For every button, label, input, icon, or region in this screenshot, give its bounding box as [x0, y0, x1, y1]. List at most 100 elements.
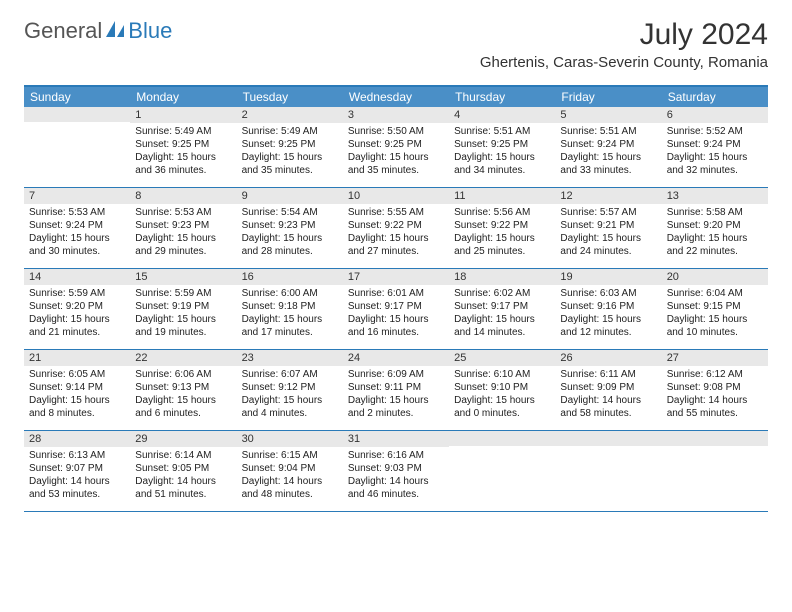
- day-cell: 28Sunrise: 6:13 AMSunset: 9:07 PMDayligh…: [24, 431, 130, 511]
- day-cell: 20Sunrise: 6:04 AMSunset: 9:15 PMDayligh…: [662, 269, 768, 349]
- day-number: 26: [555, 350, 661, 366]
- daylight-text: Daylight: 15 hours and 24 minutes.: [560, 232, 656, 258]
- day-cell: 4Sunrise: 5:51 AMSunset: 9:25 PMDaylight…: [449, 107, 555, 187]
- sunset-text: Sunset: 9:20 PM: [29, 300, 125, 313]
- day-number: 29: [130, 431, 236, 447]
- day-number: 10: [343, 188, 449, 204]
- day-cell: 5Sunrise: 5:51 AMSunset: 9:24 PMDaylight…: [555, 107, 661, 187]
- daylight-text: Daylight: 15 hours and 22 minutes.: [667, 232, 763, 258]
- sunrise-text: Sunrise: 6:02 AM: [454, 287, 550, 300]
- day-number: 2: [237, 107, 343, 123]
- day-body: Sunrise: 6:05 AMSunset: 9:14 PMDaylight:…: [24, 366, 130, 424]
- week-row: 14Sunrise: 5:59 AMSunset: 9:20 PMDayligh…: [24, 269, 768, 350]
- day-body: Sunrise: 6:16 AMSunset: 9:03 PMDaylight:…: [343, 447, 449, 505]
- sunrise-text: Sunrise: 6:07 AM: [242, 368, 338, 381]
- day-number: 14: [24, 269, 130, 285]
- sunset-text: Sunset: 9:10 PM: [454, 381, 550, 394]
- day-number: 22: [130, 350, 236, 366]
- day-body: Sunrise: 6:06 AMSunset: 9:13 PMDaylight:…: [130, 366, 236, 424]
- day-cell: 14Sunrise: 5:59 AMSunset: 9:20 PMDayligh…: [24, 269, 130, 349]
- day-number: 3: [343, 107, 449, 123]
- title-block: July 2024 Ghertenis, Caras-Severin Count…: [480, 18, 768, 71]
- dow-tuesday: Tuesday: [237, 87, 343, 107]
- day-number: 12: [555, 188, 661, 204]
- day-number: 30: [237, 431, 343, 447]
- day-body: Sunrise: 5:53 AMSunset: 9:23 PMDaylight:…: [130, 204, 236, 262]
- week-row: 21Sunrise: 6:05 AMSunset: 9:14 PMDayligh…: [24, 350, 768, 431]
- day-body: Sunrise: 5:54 AMSunset: 9:23 PMDaylight:…: [237, 204, 343, 262]
- daylight-text: Daylight: 15 hours and 35 minutes.: [242, 151, 338, 177]
- daylight-text: Daylight: 15 hours and 36 minutes.: [135, 151, 231, 177]
- daylight-text: Daylight: 15 hours and 17 minutes.: [242, 313, 338, 339]
- dow-row: Sunday Monday Tuesday Wednesday Thursday…: [24, 87, 768, 107]
- day-body: Sunrise: 6:13 AMSunset: 9:07 PMDaylight:…: [24, 447, 130, 505]
- day-number: 18: [449, 269, 555, 285]
- dow-sunday: Sunday: [24, 87, 130, 107]
- daylight-text: Daylight: 14 hours and 51 minutes.: [135, 475, 231, 501]
- day-number: 19: [555, 269, 661, 285]
- day-body: Sunrise: 5:53 AMSunset: 9:24 PMDaylight:…: [24, 204, 130, 262]
- daylight-text: Daylight: 15 hours and 12 minutes.: [560, 313, 656, 339]
- day-body: Sunrise: 6:03 AMSunset: 9:16 PMDaylight:…: [555, 285, 661, 343]
- sunrise-text: Sunrise: 5:57 AM: [560, 206, 656, 219]
- day-cell: 25Sunrise: 6:10 AMSunset: 9:10 PMDayligh…: [449, 350, 555, 430]
- sunset-text: Sunset: 9:19 PM: [135, 300, 231, 313]
- day-cell: 23Sunrise: 6:07 AMSunset: 9:12 PMDayligh…: [237, 350, 343, 430]
- day-body: Sunrise: 6:10 AMSunset: 9:10 PMDaylight:…: [449, 366, 555, 424]
- day-cell: 7Sunrise: 5:53 AMSunset: 9:24 PMDaylight…: [24, 188, 130, 268]
- week-row: 28Sunrise: 6:13 AMSunset: 9:07 PMDayligh…: [24, 431, 768, 512]
- day-body: Sunrise: 5:52 AMSunset: 9:24 PMDaylight:…: [662, 123, 768, 181]
- day-number: 17: [343, 269, 449, 285]
- sunrise-text: Sunrise: 6:13 AM: [29, 449, 125, 462]
- day-cell: [24, 107, 130, 187]
- daylight-text: Daylight: 15 hours and 14 minutes.: [454, 313, 550, 339]
- day-cell: [555, 431, 661, 511]
- daylight-text: Daylight: 15 hours and 21 minutes.: [29, 313, 125, 339]
- sunset-text: Sunset: 9:24 PM: [29, 219, 125, 232]
- day-cell: 2 Sunrise: 5:49 AMSunset: 9:25 PMDaylight…: [237, 107, 343, 187]
- logo: General Blue: [24, 18, 172, 44]
- day-number: 23: [237, 350, 343, 366]
- day-body: Sunrise: 6:12 AMSunset: 9:08 PMDaylight:…: [662, 366, 768, 424]
- sunrise-text: Sunrise: 6:10 AM: [454, 368, 550, 381]
- day-cell: 9Sunrise: 5:54 AMSunset: 9:23 PMDaylight…: [237, 188, 343, 268]
- day-cell: 16Sunrise: 6:00 AMSunset: 9:18 PMDayligh…: [237, 269, 343, 349]
- day-number: 1: [130, 107, 236, 123]
- header: General Blue July 2024 Ghertenis, Caras-…: [0, 0, 792, 75]
- day-cell: 1Sunrise: 5:49 AMSunset: 9:25 PMDaylight…: [130, 107, 236, 187]
- dow-monday: Monday: [130, 87, 236, 107]
- day-number: [24, 107, 130, 122]
- day-number: 11: [449, 188, 555, 204]
- sunset-text: Sunset: 9:25 PM: [242, 138, 338, 151]
- logo-sail-icon: [104, 19, 126, 44]
- day-number: [555, 431, 661, 446]
- daylight-text: Daylight: 15 hours and 28 minutes.: [242, 232, 338, 258]
- sunrise-text: Sunrise: 5:58 AM: [667, 206, 763, 219]
- day-cell: 15Sunrise: 5:59 AMSunset: 9:19 PMDayligh…: [130, 269, 236, 349]
- day-number: 4: [449, 107, 555, 123]
- daylight-text: Daylight: 15 hours and 32 minutes.: [667, 151, 763, 177]
- daylight-text: Daylight: 15 hours and 33 minutes.: [560, 151, 656, 177]
- day-number: 27: [662, 350, 768, 366]
- dow-saturday: Saturday: [662, 87, 768, 107]
- day-number: 20: [662, 269, 768, 285]
- day-cell: [449, 431, 555, 511]
- daylight-text: Daylight: 14 hours and 48 minutes.: [242, 475, 338, 501]
- day-body: Sunrise: 5:59 AMSunset: 9:19 PMDaylight:…: [130, 285, 236, 343]
- day-number: 28: [24, 431, 130, 447]
- daylight-text: Daylight: 15 hours and 8 minutes.: [29, 394, 125, 420]
- day-body: Sunrise: 6:00 AMSunset: 9:18 PMDaylight:…: [237, 285, 343, 343]
- sunrise-text: Sunrise: 5:49 AM: [242, 125, 338, 138]
- daylight-text: Daylight: 15 hours and 6 minutes.: [135, 394, 231, 420]
- sunrise-text: Sunrise: 6:00 AM: [242, 287, 338, 300]
- sunset-text: Sunset: 9:24 PM: [667, 138, 763, 151]
- day-cell: 30Sunrise: 6:15 AMSunset: 9:04 PMDayligh…: [237, 431, 343, 511]
- day-number: 21: [24, 350, 130, 366]
- sunrise-text: Sunrise: 5:51 AM: [560, 125, 656, 138]
- day-cell: 29Sunrise: 6:14 AMSunset: 9:05 PMDayligh…: [130, 431, 236, 511]
- day-number: 6: [662, 107, 768, 123]
- day-number: 5: [555, 107, 661, 123]
- day-cell: 11Sunrise: 5:56 AMSunset: 9:22 PMDayligh…: [449, 188, 555, 268]
- sunrise-text: Sunrise: 5:55 AM: [348, 206, 444, 219]
- day-body: Sunrise: 5:57 AMSunset: 9:21 PMDaylight:…: [555, 204, 661, 262]
